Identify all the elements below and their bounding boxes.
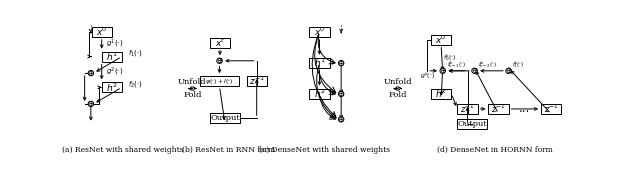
Circle shape [440, 68, 445, 74]
Text: $\varphi(\cdot)+I(\cdot)$: $\varphi(\cdot)+I(\cdot)$ [205, 77, 234, 86]
Text: Unfold: Unfold [383, 78, 412, 86]
Text: $f_{k-2}^k(\cdot)$: $f_{k-2}^k(\cdot)$ [478, 59, 497, 70]
Text: $\oplus$: $\oplus$ [87, 69, 95, 78]
Circle shape [88, 101, 93, 107]
FancyBboxPatch shape [210, 113, 239, 123]
FancyBboxPatch shape [200, 76, 239, 86]
Text: $x^0$: $x^0$ [314, 26, 325, 38]
FancyBboxPatch shape [431, 89, 451, 99]
Text: Fold: Fold [388, 91, 407, 99]
Circle shape [217, 58, 222, 63]
Text: $\oplus$: $\oplus$ [505, 66, 513, 75]
FancyBboxPatch shape [458, 119, 487, 129]
Text: $g^1(\cdot)$: $g^1(\cdot)$ [106, 38, 123, 50]
Circle shape [339, 60, 344, 66]
Text: $\oplus$: $\oplus$ [216, 56, 223, 65]
Text: $f_2(\cdot)$: $f_2(\cdot)$ [128, 79, 143, 89]
Text: $h^2$: $h^2$ [106, 81, 118, 94]
FancyBboxPatch shape [541, 104, 561, 114]
FancyBboxPatch shape [246, 76, 267, 86]
Circle shape [506, 68, 511, 74]
Text: $\oplus$: $\oplus$ [439, 66, 447, 75]
FancyBboxPatch shape [458, 104, 477, 114]
Text: $g^k(\cdot)$: $g^k(\cdot)$ [420, 70, 435, 81]
Text: $\oplus$: $\oplus$ [470, 66, 478, 75]
Circle shape [339, 117, 344, 122]
Text: $z^{-1}$: $z^{-1}$ [544, 103, 559, 115]
Text: $z^{-1}$: $z^{-1}$ [249, 75, 265, 87]
Text: $f_0^k(\cdot)$: $f_0^k(\cdot)$ [443, 52, 456, 63]
Text: $\oplus$: $\oplus$ [87, 99, 95, 108]
Text: (b) ResNet in RNN form: (b) ResNet in RNN form [182, 146, 275, 154]
Text: (a) ResNet with shared weights: (a) ResNet with shared weights [62, 146, 184, 154]
Text: ...: ... [519, 102, 531, 115]
FancyBboxPatch shape [309, 27, 330, 37]
Text: $x^0$: $x^0$ [435, 33, 447, 46]
Circle shape [339, 91, 344, 97]
FancyBboxPatch shape [102, 82, 122, 92]
Text: $f_1^k(\cdot)$: $f_1^k(\cdot)$ [513, 59, 525, 70]
Text: $\oplus$: $\oplus$ [337, 115, 345, 124]
Text: $h^k$: $h^k$ [435, 87, 447, 100]
Text: $f_{k-1}^k(\cdot)$: $f_{k-1}^k(\cdot)$ [447, 59, 467, 70]
Text: $x^t$: $x^t$ [215, 37, 226, 49]
FancyBboxPatch shape [92, 27, 112, 37]
Text: $h^1$: $h^1$ [314, 57, 325, 69]
Text: Output: Output [457, 120, 487, 128]
FancyBboxPatch shape [309, 58, 330, 68]
Text: $\oplus$: $\oplus$ [337, 89, 345, 98]
FancyBboxPatch shape [210, 38, 230, 48]
Text: $h^1$: $h^1$ [106, 50, 118, 63]
Circle shape [472, 68, 477, 74]
Circle shape [88, 70, 93, 76]
FancyBboxPatch shape [309, 89, 330, 99]
Text: $z^{-1}$: $z^{-1}$ [460, 103, 475, 115]
Text: $x^0$: $x^0$ [96, 26, 108, 38]
Text: Output: Output [210, 114, 240, 122]
FancyBboxPatch shape [488, 104, 509, 114]
Text: (c) DenseNet with shared weights: (c) DenseNet with shared weights [259, 146, 390, 154]
FancyBboxPatch shape [431, 35, 451, 45]
Text: Unfold: Unfold [178, 78, 207, 86]
Text: $f_1(\cdot)$: $f_1(\cdot)$ [128, 48, 143, 58]
Text: $g^2(\cdot)$: $g^2(\cdot)$ [106, 66, 123, 78]
Text: (d) DenseNet in HORNN form: (d) DenseNet in HORNN form [436, 146, 552, 154]
Text: $h^2$: $h^2$ [314, 87, 325, 100]
Text: Fold: Fold [183, 91, 202, 99]
FancyBboxPatch shape [102, 52, 122, 62]
Text: $z^{-1}$: $z^{-1}$ [491, 103, 506, 115]
Text: $\oplus$: $\oplus$ [337, 59, 345, 68]
